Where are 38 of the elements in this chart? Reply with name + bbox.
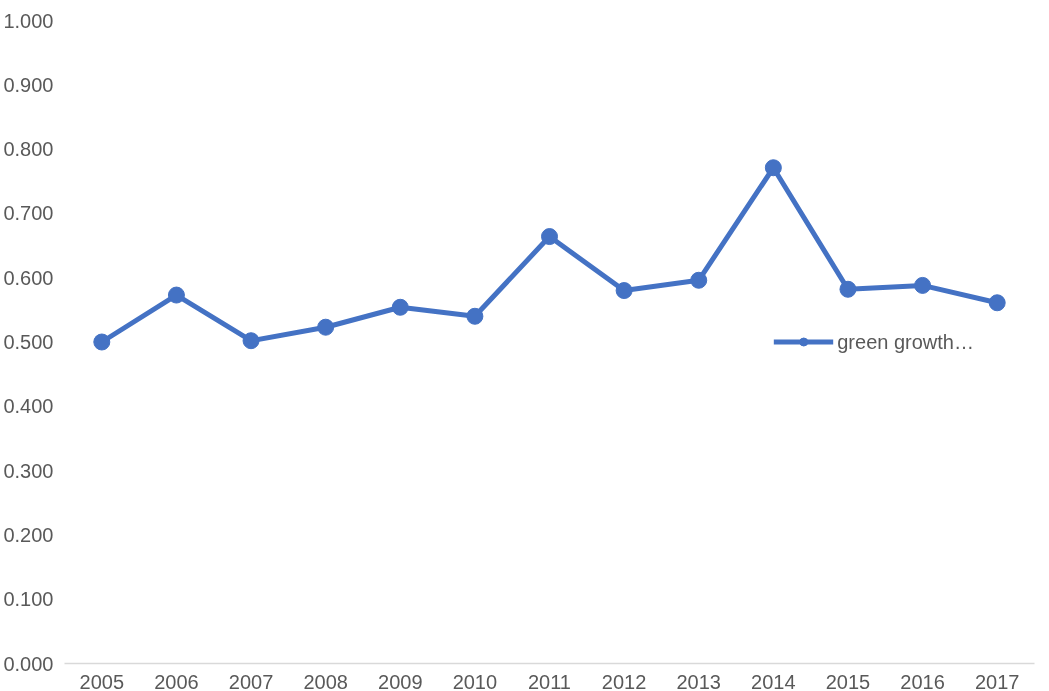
point bbox=[839, 280, 857, 298]
y-tick-label: 0.000 bbox=[3, 652, 54, 675]
y-tick-label: 0.300 bbox=[3, 459, 54, 482]
x-tick-label: 2011 bbox=[528, 670, 572, 691]
point bbox=[242, 332, 260, 350]
point bbox=[541, 228, 558, 246]
x-tick-label: 2012 bbox=[601, 670, 647, 691]
x-tick-label: 2014 bbox=[751, 670, 796, 691]
x-tick-label: 2013 bbox=[676, 670, 721, 691]
x-tick-label: 2015 bbox=[825, 670, 871, 691]
y-tick-label: 0.400 bbox=[3, 395, 54, 418]
x-tick-label: 2008 bbox=[303, 670, 348, 691]
x-tick-label: 2017 bbox=[974, 670, 1020, 691]
y-tick-label: 0.700 bbox=[3, 202, 54, 225]
x-tick-label: 2007 bbox=[228, 670, 274, 691]
point bbox=[167, 286, 185, 304]
y-tick-label: 0.600 bbox=[3, 266, 54, 289]
point bbox=[93, 333, 111, 351]
point bbox=[764, 159, 782, 177]
y-tick-label: 0.200 bbox=[3, 523, 54, 546]
y-tick-label: 1.000 bbox=[3, 9, 54, 32]
point bbox=[466, 307, 484, 325]
point bbox=[690, 271, 708, 289]
x-tick-label: 2016 bbox=[900, 670, 945, 691]
point bbox=[988, 294, 1006, 312]
legend-label: green growth… bbox=[837, 330, 974, 353]
x-tick-label: 2006 bbox=[154, 670, 199, 691]
y-tick-label: 0.900 bbox=[3, 73, 54, 96]
point bbox=[914, 276, 932, 294]
point bbox=[615, 282, 633, 300]
x-tick-label: 2009 bbox=[378, 670, 423, 691]
point bbox=[391, 298, 409, 316]
y-tick-label: 0.500 bbox=[3, 331, 54, 353]
x-tick-label: 2005 bbox=[79, 670, 125, 691]
y-tick-label: 0.800 bbox=[3, 138, 54, 161]
y-tick-label: 0.100 bbox=[3, 588, 54, 611]
x-tick-label: 2010 bbox=[452, 670, 498, 691]
point bbox=[317, 318, 335, 336]
